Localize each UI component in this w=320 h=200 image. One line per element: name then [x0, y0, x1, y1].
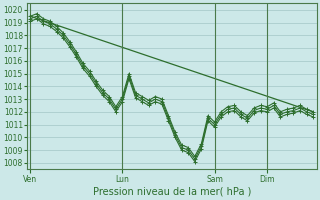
X-axis label: Pression niveau de la mer( hPa ): Pression niveau de la mer( hPa ) [92, 187, 251, 197]
